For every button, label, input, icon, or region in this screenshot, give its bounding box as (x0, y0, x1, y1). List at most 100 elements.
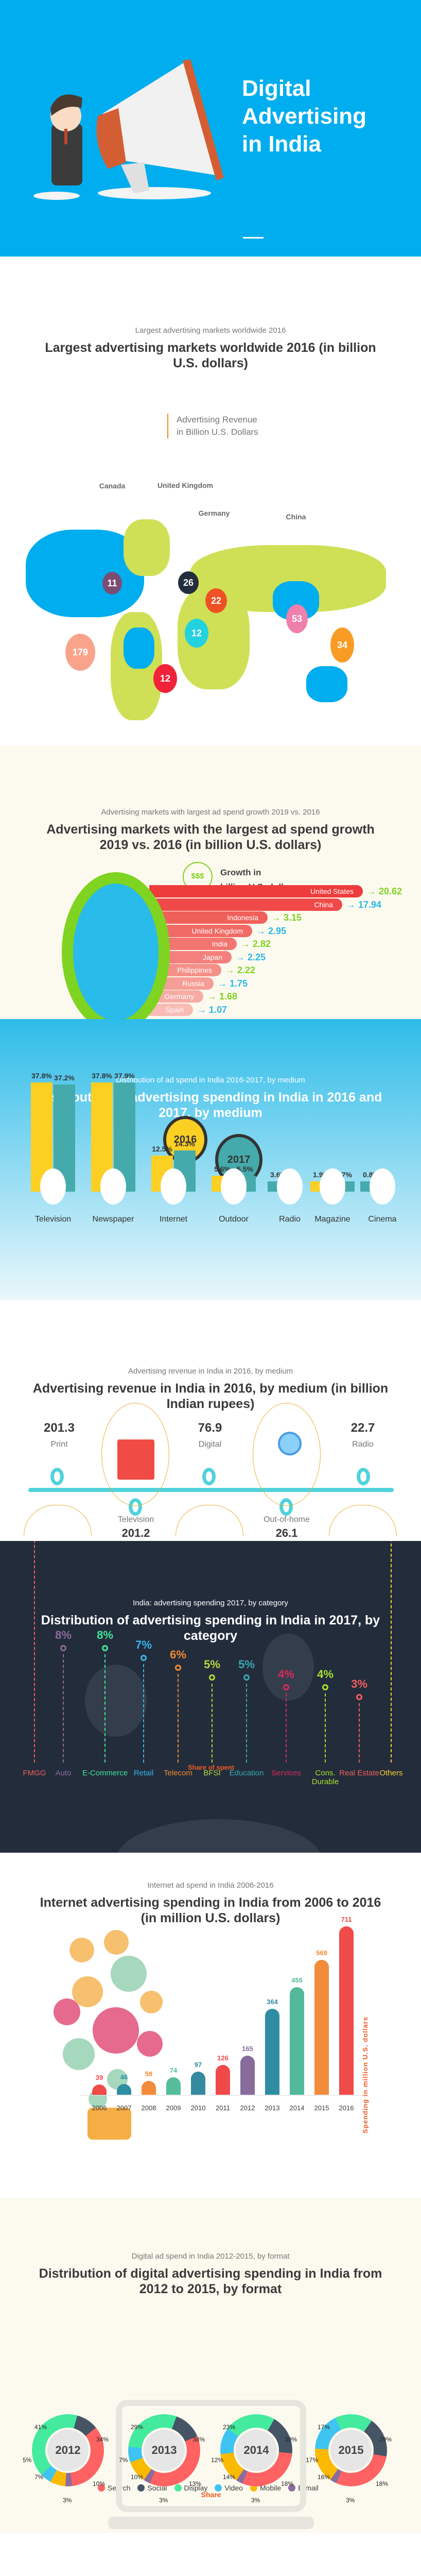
growth-bar[interactable]: China (149, 898, 342, 911)
internet-ad-spend-section: Internet ad spend in India 2006-2016 Int… (0, 1853, 421, 2198)
lollipop-dot[interactable] (283, 1684, 289, 1690)
market-label-uk: United Kingdom (157, 481, 214, 489)
year-label: 2007 (116, 2104, 132, 2112)
category-label: Telecom (164, 1769, 192, 1777)
growth-bar[interactable]: United States (149, 885, 363, 897)
lollipop-dot[interactable] (102, 1645, 108, 1651)
bar-value-label: 74 (169, 2066, 178, 2074)
category-label: FMGG (23, 1769, 46, 1777)
market-label-china: China (286, 513, 306, 521)
legend-swatch (288, 2484, 296, 2492)
donut-hole: 2015 (328, 2428, 374, 2473)
growth-bar[interactable]: Spain (149, 1003, 193, 1016)
revenue-label-out-of-home: Out-of-home (264, 1515, 310, 1524)
bar-2007[interactable] (117, 2083, 131, 2095)
timeline-knob (202, 1468, 216, 1485)
market-bubble-uk[interactable]: 26 (178, 571, 199, 594)
outdoor-icon (221, 1168, 247, 1205)
donut-year-label: 2015 (330, 2430, 372, 2471)
hero-title-line: Digital (242, 76, 311, 101)
market-label-canada: Canada (99, 482, 126, 490)
lollipop-dot[interactable] (356, 1694, 362, 1700)
growth-value: → 1.07 (197, 1004, 227, 1015)
year-label: 2015 (314, 2104, 329, 2112)
donut-label-social: 13% (189, 2480, 202, 2487)
lollipop-dot[interactable] (243, 1674, 250, 1681)
legend-swatch (215, 2484, 222, 2492)
timeline-knob (357, 1468, 370, 1485)
year-label: 2014 (289, 2104, 305, 2112)
lollipop-dot[interactable] (175, 1665, 181, 1671)
donut-2012[interactable]: 2012 (32, 2414, 104, 2486)
lollipop-stem (391, 1541, 392, 1762)
bar-value-label: 97 (194, 2061, 202, 2069)
laptop-share-label: Share (201, 2490, 221, 2499)
revenue-by-medium-section: Advertising revenue in India in 2016, by… (0, 1300, 421, 1542)
medium-label: Television (34, 1215, 72, 1224)
donut-label-display: 29% (131, 2424, 144, 2431)
bar-2009[interactable] (166, 2077, 181, 2095)
bar-value-label: 711 (341, 1915, 352, 1923)
market-bubble-brazil[interactable]: 12 (153, 664, 177, 693)
newspaper-icon (100, 1168, 126, 1205)
bar-2014[interactable] (290, 1987, 304, 2095)
person-icon (111, 1956, 147, 1992)
market-bubble-germany[interactable]: 22 (205, 588, 227, 613)
donut-label-search: 29% (379, 2436, 392, 2443)
growth-bar[interactable]: Indonesia (149, 911, 268, 924)
market-bubble-france[interactable]: 12 (185, 619, 208, 648)
year-label: 2008 (141, 2104, 156, 2112)
donut-2013[interactable]: 2013 (128, 2414, 200, 2486)
growth-value: → 2.82 (241, 939, 271, 949)
revenue-value-digital: 76.9 (198, 1421, 222, 1435)
market-bubble-japan[interactable]: 34 (330, 628, 354, 663)
donut-label-social: 10% (93, 2480, 106, 2487)
donut-label-video: 17% (306, 2456, 319, 2464)
market-bubble-china[interactable]: 53 (286, 604, 308, 633)
format-distribution-section: Digital ad spend in India 2012-2015, by … (0, 2198, 421, 2533)
bar-value-label: 58 (145, 2070, 153, 2078)
bar-2011[interactable] (216, 2065, 230, 2095)
bar-2013[interactable] (265, 2008, 279, 2095)
legend-line: Growth in (220, 868, 261, 877)
donut-label-search: 38% (192, 2436, 205, 2443)
medium-label: Newspaper (92, 1215, 134, 1224)
donut-2014[interactable]: 2014 (220, 2414, 292, 2486)
section-kicker: Digital ad spend in India 2015, by indus… (0, 2533, 421, 2576)
growth-value: → 20.62 (367, 886, 402, 896)
bar-2016[interactable] (339, 1926, 354, 2095)
market-bubble-usa[interactable]: 179 (65, 634, 95, 671)
bar-value-label: 37.9% (114, 1071, 135, 1080)
donut-label-e-mail: 3% (159, 2497, 168, 2504)
lollipop-dot[interactable] (322, 1684, 328, 1690)
growth-value: → 1.75 (218, 978, 248, 989)
donut-label-search: 30% (285, 2436, 297, 2443)
legend-swatch (98, 2484, 105, 2492)
donut-2015[interactable]: 2015 (315, 2414, 387, 2486)
category-label: Cons. Durable (311, 1769, 339, 1786)
legend-line: in Billion U.S. Dollars (177, 427, 258, 437)
lollipop-dot[interactable] (141, 1655, 147, 1661)
medium-label: Internet (159, 1215, 188, 1224)
magazine-icon (320, 1168, 345, 1205)
legend-item-video: Video (215, 2484, 243, 2492)
category-value: 5% (238, 1658, 255, 1671)
touch-screen-icon (93, 2007, 139, 2054)
bar-value-label: 12.5% (152, 1145, 172, 1153)
bar-2010[interactable] (191, 2072, 205, 2095)
donut-label-mobile: 14% (223, 2473, 236, 2481)
donut-label-display: 17% (318, 2424, 330, 2431)
category-label: Services (271, 1769, 301, 1777)
lollipop-dot[interactable] (209, 1674, 215, 1681)
bar-2015[interactable] (314, 1960, 329, 2095)
bar-2012[interactable] (240, 2056, 255, 2095)
bar-2006[interactable] (92, 2084, 107, 2095)
market-bubble-canada[interactable]: 11 (102, 572, 122, 595)
bulb-base (87, 2108, 131, 2140)
bar-2008[interactable] (142, 2081, 156, 2095)
lollipop-stem (286, 1693, 287, 1762)
bar-value-label: 39 (95, 2074, 103, 2081)
market-label-germany: Germany (198, 509, 230, 517)
lollipop-stem (143, 1664, 144, 1762)
lollipop-dot[interactable] (60, 1645, 66, 1651)
